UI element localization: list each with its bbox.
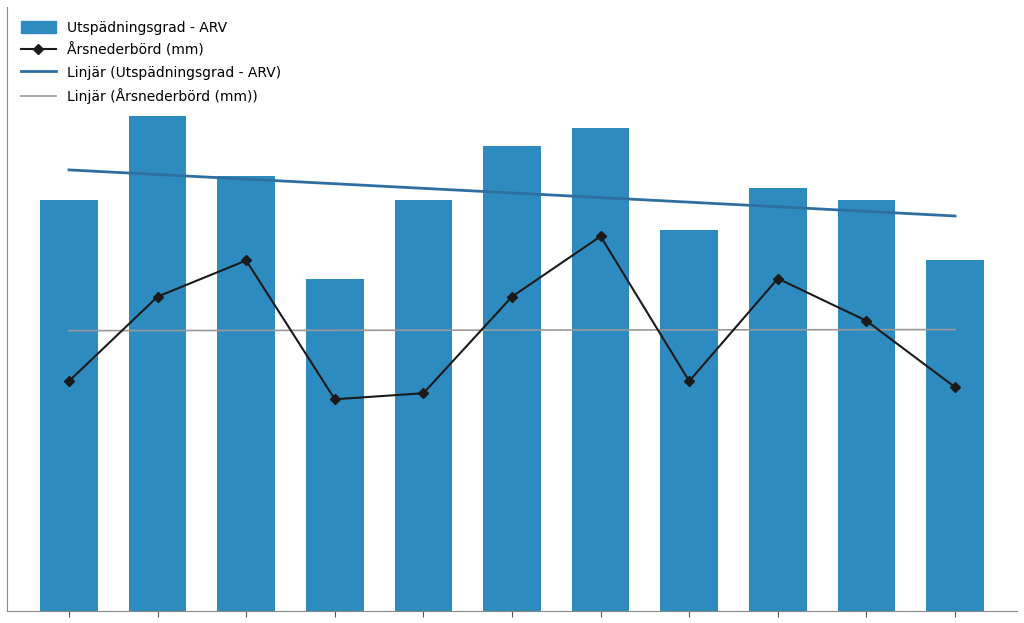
Bar xyxy=(571,128,630,611)
Bar xyxy=(129,116,186,611)
Bar xyxy=(483,146,541,611)
Bar xyxy=(394,200,453,611)
Bar xyxy=(838,200,895,611)
Bar xyxy=(40,200,97,611)
Legend: Utspädningsgrad - ARV, Årsnederbörd (mm), Linjär (Utspädningsgrad - ARV), Linjär: Utspädningsgrad - ARV, Årsnederbörd (mm)… xyxy=(14,14,288,111)
Bar xyxy=(749,188,807,611)
Bar xyxy=(927,260,984,611)
Bar xyxy=(306,278,364,611)
Bar xyxy=(217,176,275,611)
Bar xyxy=(660,231,718,611)
